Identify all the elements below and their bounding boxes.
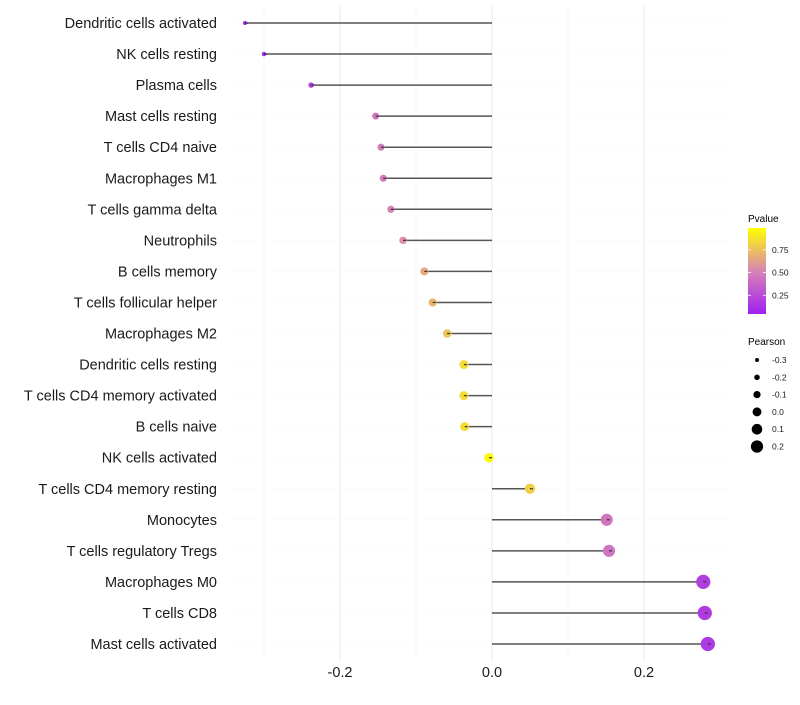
stems — [245, 22, 708, 645]
pvalue-legend-title: Pvalue — [748, 214, 779, 225]
y-tick-label: Monocytes — [147, 513, 217, 529]
y-tick-label: T cells CD4 memory activated — [24, 389, 217, 405]
grid — [230, 5, 730, 660]
size-legend-label: -0.3 — [772, 355, 787, 365]
y-tick-label: Mast cells resting — [105, 109, 217, 125]
colorbar-tick-label: 0.25 — [772, 290, 789, 300]
size-legend-label: -0.2 — [772, 372, 787, 382]
y-tick-label: Dendritic cells resting — [79, 358, 217, 374]
colorbar-tick-label: 0.75 — [772, 245, 789, 255]
y-tick-label: T cells CD4 memory resting — [38, 482, 217, 498]
x-tick-label: 0.2 — [634, 665, 654, 681]
y-tick-label: B cells memory — [118, 264, 218, 280]
size-legend-label: 0.2 — [772, 442, 784, 452]
point — [372, 112, 380, 120]
y-tick-label: Neutrophils — [144, 233, 217, 249]
y-tick-label: NK cells activated — [102, 451, 217, 467]
y-tick-label: T cells CD8 — [142, 606, 217, 622]
y-tick-label: Macrophages M0 — [105, 575, 217, 591]
x-tick-label: -0.2 — [328, 665, 353, 681]
colorbar-tick-label: 0.50 — [772, 268, 789, 278]
y-tick-label: Macrophages M2 — [105, 327, 217, 343]
pvalue-colorbar — [748, 228, 766, 314]
size-legend-label: 0.1 — [772, 424, 784, 434]
size-legend-dot — [753, 390, 761, 399]
size-legend-dot — [754, 374, 760, 381]
y-tick-label: T cells gamma delta — [88, 202, 218, 218]
point — [697, 605, 712, 621]
x-tick-label: 0.0 — [482, 665, 502, 681]
x-axis-labels: -0.2 0.0 0.2 — [328, 665, 655, 681]
size-legend-dot — [751, 423, 763, 435]
y-tick-label: T cells regulatory Tregs — [67, 544, 217, 560]
pearson-legend-title: Pearson — [748, 337, 785, 348]
size-legend-label: 0.0 — [772, 407, 784, 417]
y-tick-label: Plasma cells — [136, 78, 217, 94]
y-tick-label: B cells naive — [136, 420, 217, 436]
y-tick-label: T cells follicular helper — [74, 295, 217, 311]
y-tick-label: Macrophages M1 — [105, 171, 217, 187]
points — [242, 20, 715, 652]
legend: Pvalue 0.75 0.50 0.25 Pearson -0.3 -0.2 -0.1… — [748, 214, 789, 453]
y-tick-label: Dendritic cells activated — [65, 16, 217, 32]
size-legend-dot — [755, 358, 759, 362]
y-tick-label: T cells CD4 naive — [104, 140, 217, 156]
y-tick-label: Mast cells activated — [90, 637, 217, 653]
size-legend-label: -0.1 — [772, 390, 787, 400]
y-axis-labels: Dendritic cells activated NK cells restin… — [24, 16, 218, 653]
size-legend-dot — [752, 407, 762, 417]
size-legend-dot — [750, 440, 764, 453]
y-tick-label: NK cells resting — [116, 47, 217, 63]
